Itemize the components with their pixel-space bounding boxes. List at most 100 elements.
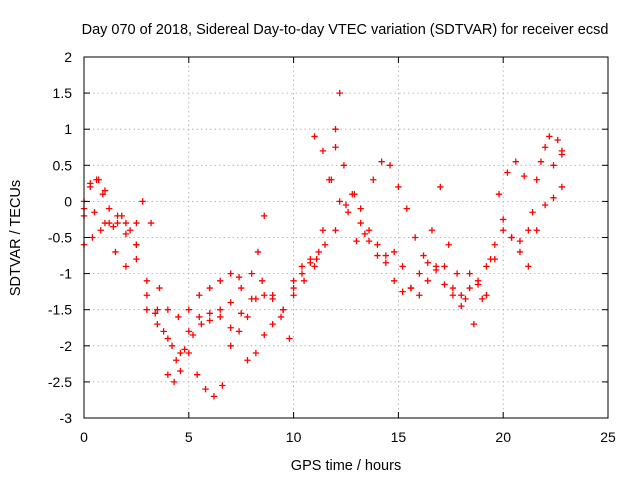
data-point <box>336 89 343 97</box>
data-point <box>122 263 130 270</box>
data-point <box>235 328 243 335</box>
series-track-1 <box>80 176 322 357</box>
data-point <box>185 349 192 357</box>
data-point <box>445 241 452 248</box>
data-point <box>428 227 436 234</box>
data-point <box>328 176 335 183</box>
data-point <box>227 324 234 331</box>
data-point <box>133 219 140 227</box>
data-point <box>424 277 431 285</box>
data-point <box>193 371 201 378</box>
data-point <box>458 292 465 299</box>
y-tick-label: -1.5 <box>48 302 72 318</box>
data-point <box>525 263 532 270</box>
data-point <box>177 349 184 357</box>
data-point <box>357 205 364 212</box>
data-point <box>139 198 146 205</box>
data-point <box>173 357 180 364</box>
data-point <box>89 234 96 241</box>
data-point <box>365 237 373 245</box>
data-point <box>164 306 172 313</box>
data-point <box>483 263 490 270</box>
data-point <box>298 263 306 270</box>
data-point <box>395 183 402 191</box>
data-point <box>235 274 243 281</box>
data-point <box>290 277 297 285</box>
data-point <box>407 284 415 292</box>
data-point <box>143 306 151 313</box>
data-point <box>441 281 448 288</box>
data-point <box>198 320 205 328</box>
data-point <box>416 292 423 299</box>
y-tick-label: 0.5 <box>53 157 73 173</box>
data-point <box>244 313 251 321</box>
data-point <box>97 227 104 234</box>
data-point <box>321 241 329 248</box>
data-point <box>258 277 266 285</box>
data-point <box>300 277 308 285</box>
data-point <box>189 331 197 339</box>
data-point <box>252 295 260 303</box>
data-point <box>143 292 151 299</box>
data-point <box>217 313 224 321</box>
data-point <box>449 292 457 299</box>
data-point <box>290 284 297 292</box>
data-point <box>110 223 117 230</box>
data-point <box>550 162 557 169</box>
data-point <box>533 176 540 183</box>
data-point <box>344 209 352 216</box>
data-point <box>101 219 109 227</box>
grid-lines <box>84 57 608 418</box>
data-point <box>391 277 398 285</box>
data-point <box>319 227 327 234</box>
data-point <box>181 346 188 353</box>
data-point <box>261 331 268 339</box>
data-point <box>319 147 327 155</box>
data-point <box>474 281 482 288</box>
data-point <box>554 136 561 144</box>
data-point <box>307 259 314 266</box>
data-point <box>227 270 234 277</box>
data-point <box>122 219 130 227</box>
data-point <box>217 277 224 285</box>
x-axis-label: GPS time / hours <box>291 458 401 474</box>
data-point <box>279 306 287 313</box>
data-point <box>286 335 293 342</box>
y-tick-label: 0 <box>64 193 72 209</box>
data-point <box>332 144 339 151</box>
data-point <box>177 367 184 375</box>
axis-ticks <box>83 56 609 419</box>
data-point <box>382 259 390 266</box>
data-point <box>219 382 226 389</box>
data-point <box>470 320 478 328</box>
data-point <box>386 162 394 169</box>
data-point <box>311 133 318 140</box>
data-point <box>462 295 469 303</box>
data-point <box>382 252 390 259</box>
data-point <box>550 194 557 201</box>
data-point <box>196 292 203 299</box>
data-point <box>154 320 161 328</box>
data-point <box>206 284 213 292</box>
data-point <box>147 219 155 227</box>
data-point <box>112 248 119 256</box>
data-point <box>143 277 151 285</box>
data-point <box>269 320 276 328</box>
data-point <box>504 169 511 176</box>
data-point <box>202 385 209 393</box>
x-tick-labels: 0 5 10 15 20 25 <box>80 429 616 445</box>
data-point <box>558 183 566 191</box>
data-point <box>500 216 507 223</box>
x-tick-label: 25 <box>600 429 616 445</box>
series-track-6 <box>311 133 566 328</box>
data-point <box>342 201 350 209</box>
data-point <box>479 295 486 303</box>
data-point <box>210 393 218 400</box>
data-point <box>424 259 431 266</box>
data-point <box>156 284 163 292</box>
data-point <box>399 288 406 295</box>
data-point <box>420 252 427 259</box>
data-point <box>361 230 369 238</box>
data-point <box>374 252 381 259</box>
